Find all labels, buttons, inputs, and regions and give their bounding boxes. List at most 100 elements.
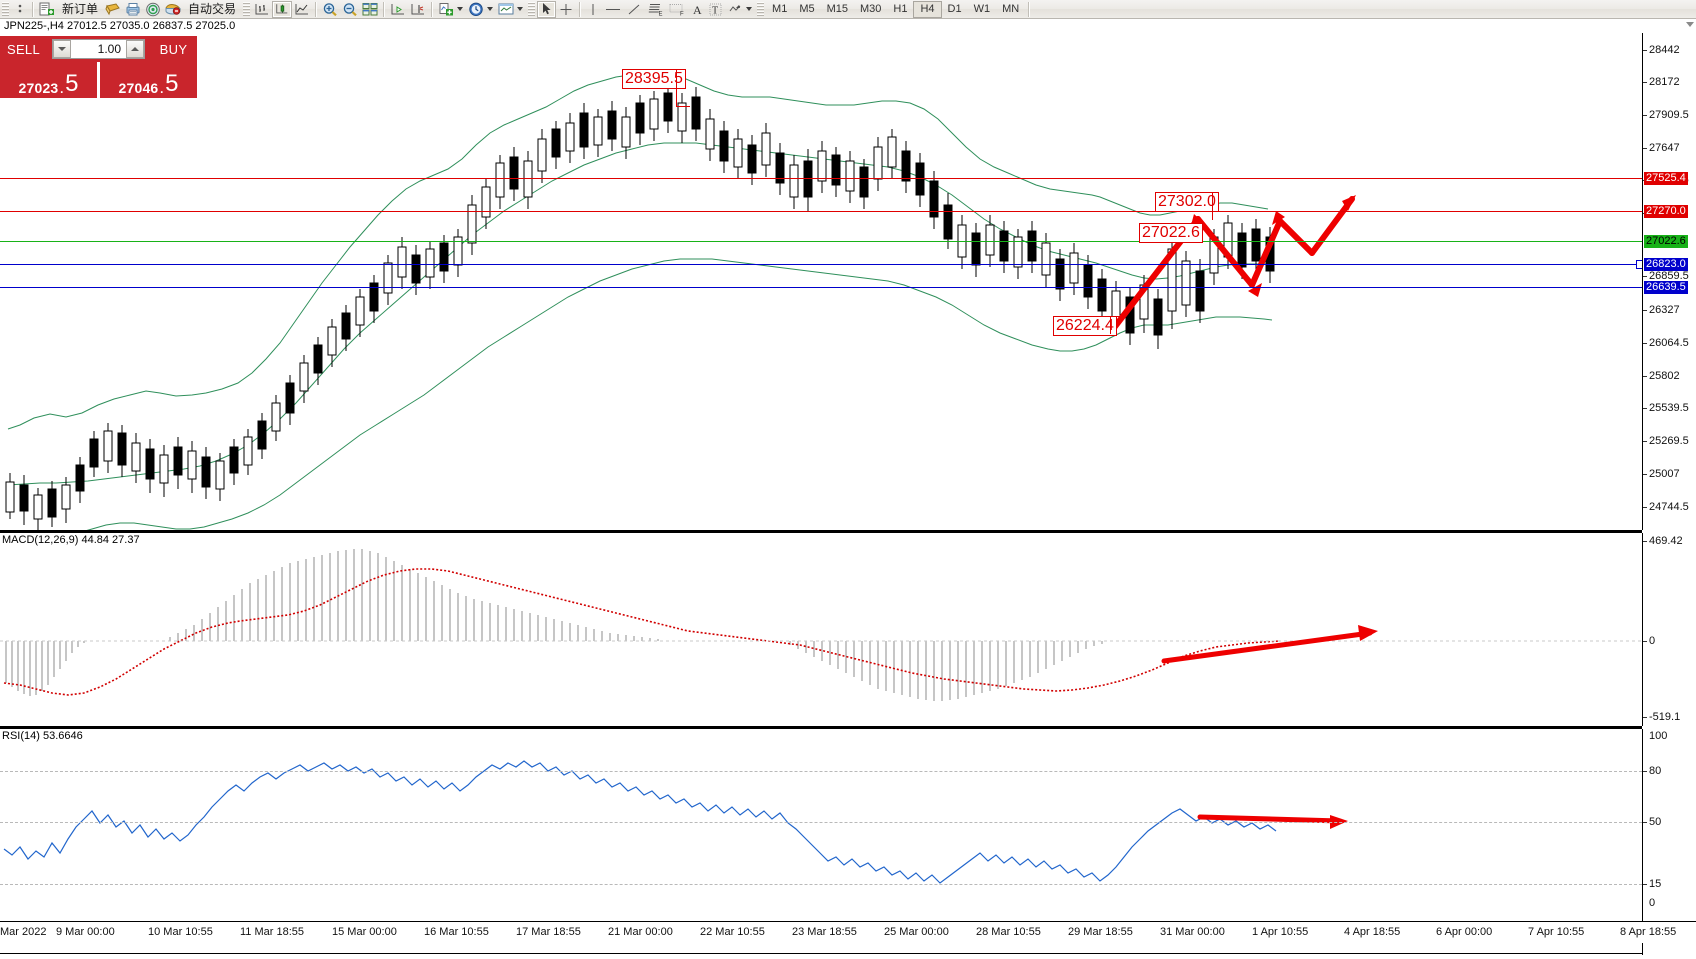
timeframe-d1[interactable]: D1 <box>947 2 962 15</box>
autotrading-label[interactable]: 自动交易 <box>188 1 237 16</box>
price-pane[interactable]: 28395.5 27302.0 27022.6 26224.4 <box>0 33 1645 540</box>
toolbar-separator-4 <box>431 1 434 17</box>
time-label: 28 Mar 10:55 <box>976 926 1041 938</box>
time-label: 6 Apr 00:00 <box>1436 926 1493 938</box>
vertical-line-icon[interactable] <box>584 1 602 18</box>
level-line-current-price[interactable] <box>0 241 1642 242</box>
one-click-trading-panel[interactable]: SELL 1.00 BUY 27023 . 5 27046 . 5 <box>0 36 197 98</box>
buy-button[interactable]: BUY <box>150 36 197 62</box>
volume-value[interactable]: 1.00 <box>97 42 121 56</box>
time-label: 31 Mar 00:00 <box>1160 926 1225 938</box>
timeframe-mn[interactable]: MN <box>1002 2 1020 15</box>
price-axis[interactable]: 28442 28172 27909.5 27647 27384.5 27122 … <box>1642 33 1696 530</box>
templates-icon[interactable] <box>496 1 516 18</box>
annotation-target[interactable]: 27302.0 <box>1155 192 1219 212</box>
market-watch-icon[interactable] <box>143 1 163 18</box>
rsi-axis[interactable]: 100 80 50 15 0 <box>1642 729 1696 955</box>
line-chart-icon[interactable] <box>292 1 312 18</box>
chart-scroll-nub[interactable] <box>1686 22 1694 27</box>
price-tag-current-price[interactable]: 27022.6 <box>1644 235 1688 248</box>
annotation-swing-low[interactable]: 26224.4 <box>1053 316 1117 336</box>
macd-label: MACD(12,26,9) 44.84 27.37 <box>2 534 140 546</box>
price-tag-resistance-upper[interactable]: 27525.4 <box>1644 172 1688 185</box>
timeframe-w1[interactable]: W1 <box>973 2 991 15</box>
macd-rsi-separator[interactable] <box>0 726 1642 729</box>
time-label: 10 Mar 10:55 <box>148 926 213 938</box>
tile-windows-icon[interactable] <box>360 1 380 18</box>
equidistant-channel-icon[interactable]: F <box>666 1 688 18</box>
buy-price[interactable]: 27046 . 5 <box>100 62 197 98</box>
toolbar-separator-2 <box>315 1 318 17</box>
toolbar-separator-3 <box>383 1 386 17</box>
new-order-label[interactable]: 新订单 <box>62 1 99 16</box>
price-tag-support-upper[interactable]: 26823.0 <box>1644 258 1688 271</box>
volume-input-box[interactable]: 1.00 <box>52 39 145 59</box>
rsi-level-15 <box>0 884 1642 885</box>
annotation-pivot[interactable]: 27022.6 <box>1139 223 1203 243</box>
new-order-icon[interactable] <box>37 1 57 18</box>
level-line-support-upper[interactable] <box>0 264 1642 265</box>
macd-canvas <box>0 549 1642 701</box>
time-label: 21 Mar 00:00 <box>608 926 673 938</box>
fibonacci-icon[interactable]: E <box>644 1 666 18</box>
volume-decrement-button[interactable] <box>53 40 71 58</box>
toolbar-grip-4[interactable] <box>757 1 765 17</box>
template-icon[interactable] <box>103 1 123 18</box>
chart-area[interactable]: 28395.5 27302.0 27022.6 26224.4 28442 28… <box>0 33 1696 955</box>
period-dropdown-caret[interactable] <box>487 7 494 11</box>
price-tag-support-lower[interactable]: 26639.5 <box>1644 281 1688 294</box>
timeframe-m1[interactable]: M1 <box>772 2 788 15</box>
cursor-icon[interactable] <box>537 0 557 18</box>
text-label-icon[interactable]: A <box>688 1 706 18</box>
time-label: 11 Mar 18:55 <box>240 926 305 938</box>
macd-axis[interactable]: 469.42 0 -519.1 <box>1642 533 1696 726</box>
level-line-resistance-lower[interactable] <box>0 211 1642 212</box>
rsi-pane[interactable]: RSI(14) 53.6646 <box>0 729 1642 954</box>
timeframe-m15[interactable]: M15 <box>826 2 848 15</box>
sell-price[interactable]: 27023 . 5 <box>0 62 97 98</box>
timeframe-m30[interactable]: M30 <box>860 2 882 15</box>
print-preview-icon[interactable] <box>123 1 143 18</box>
level-line-support-lower[interactable] <box>0 287 1642 288</box>
level-line-resistance-upper[interactable] <box>0 178 1642 179</box>
crosshair-icon[interactable] <box>556 1 576 18</box>
volume-control[interactable]: 1.00 <box>47 36 150 62</box>
toolbar-grip-3[interactable] <box>528 1 536 17</box>
one-click-trading-header: SELL 1.00 BUY <box>0 36 197 62</box>
time-axis[interactable]: Mar 2022 9 Mar 00:00 10 Mar 10:55 11 Mar… <box>0 921 1696 943</box>
templates-dropdown-caret[interactable] <box>517 7 524 11</box>
zoom-out-icon[interactable] <box>340 1 360 18</box>
toolbar-overflow-icon[interactable] <box>11 1 29 18</box>
bar-chart-icon[interactable] <box>252 1 272 18</box>
shift-end-icon[interactable] <box>388 1 408 18</box>
timeframe-h4[interactable]: H4 <box>913 0 942 18</box>
toolbar-grip-2[interactable] <box>243 1 251 17</box>
one-click-trading-prices: 27023 . 5 27046 . 5 <box>0 62 197 98</box>
annotation-swing-high[interactable]: 28395.5 <box>622 69 686 89</box>
sell-button[interactable]: SELL <box>0 36 47 62</box>
horizontal-line-icon[interactable] <box>602 1 624 18</box>
text-box-icon[interactable]: T <box>706 1 725 18</box>
zoom-in-icon[interactable] <box>320 1 340 18</box>
candlestick-chart-icon[interactable] <box>272 0 293 18</box>
indicators-icon[interactable] <box>436 1 456 18</box>
period-icon[interactable] <box>466 1 486 18</box>
annotation-swing-low-leader-h <box>1110 316 1120 317</box>
timeframe-h1[interactable]: H1 <box>893 2 908 15</box>
autotrading-icon[interactable] <box>163 1 183 18</box>
annotation-swing-high-leader <box>676 69 677 107</box>
shapes-icon[interactable] <box>725 1 745 18</box>
auto-scroll-icon[interactable] <box>408 1 428 18</box>
indicators-dropdown-caret[interactable] <box>457 7 464 11</box>
price-macd-separator[interactable] <box>0 530 1642 533</box>
trendline-icon[interactable] <box>624 1 644 18</box>
shapes-dropdown-caret[interactable] <box>746 7 753 11</box>
time-label: 7 Apr 10:55 <box>1528 926 1585 938</box>
price-tag-resistance-lower[interactable]: 27270.0 <box>1644 205 1688 218</box>
svg-text:E: E <box>659 11 663 17</box>
volume-increment-button[interactable] <box>126 40 144 58</box>
macd-pane[interactable]: MACD(12,26,9) 44.84 27.37 <box>0 533 1642 726</box>
timeframe-m5[interactable]: M5 <box>799 2 815 15</box>
toolbar-grip[interactable] <box>2 1 9 17</box>
